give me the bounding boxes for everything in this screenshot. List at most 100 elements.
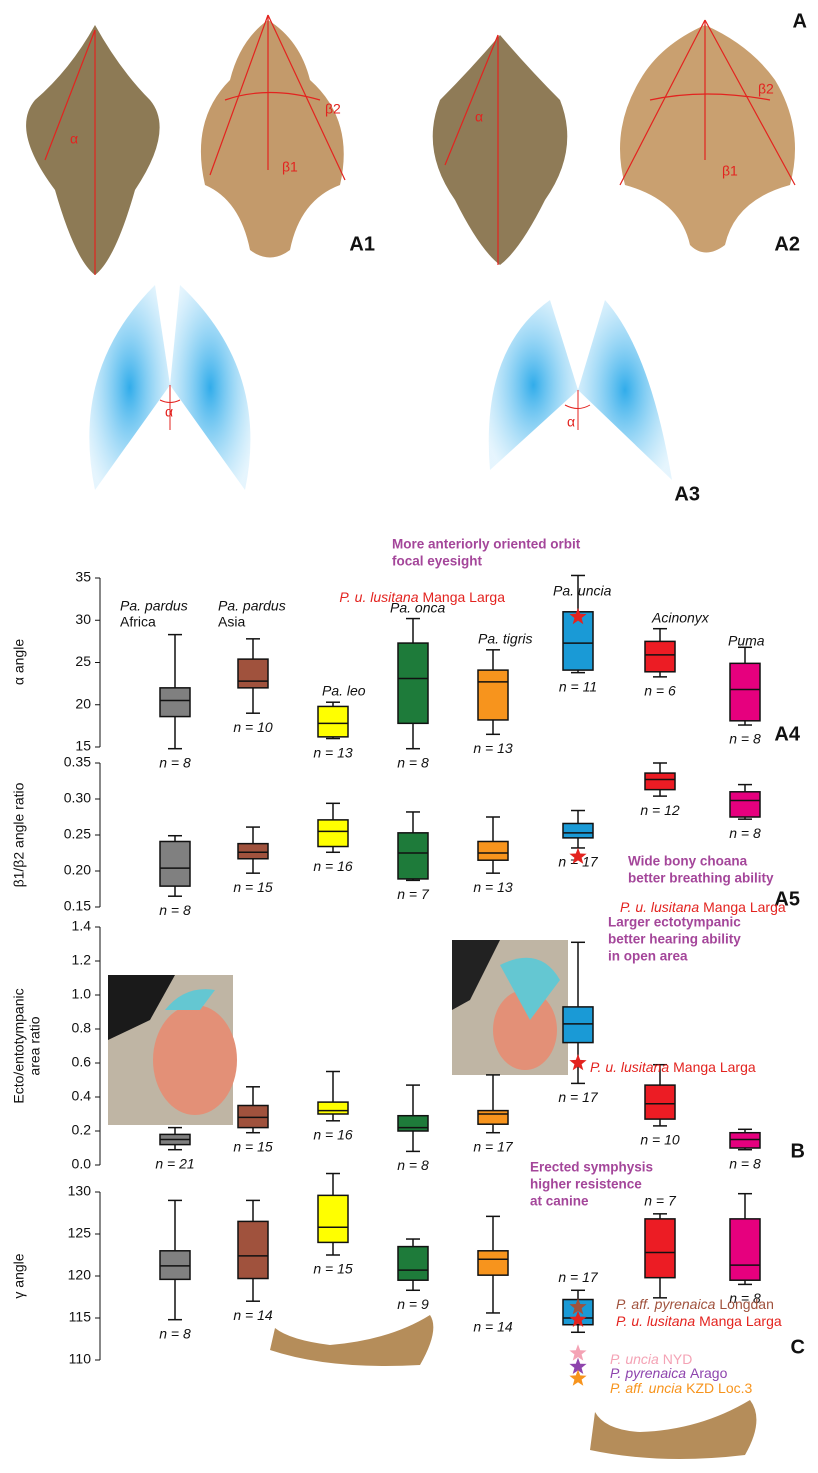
site: Manga Larga bbox=[422, 589, 505, 605]
star-marker bbox=[569, 607, 587, 625]
group-label: Pa. pardus bbox=[218, 598, 286, 614]
n-label: n = 7 bbox=[644, 1193, 677, 1209]
star-marker bbox=[569, 1054, 587, 1071]
box bbox=[397, 642, 429, 725]
y-tick-label: 20 bbox=[75, 695, 91, 711]
n-label: n = 15 bbox=[313, 1261, 353, 1277]
angle-label: α bbox=[475, 109, 483, 125]
n-label: n = 21 bbox=[155, 1155, 194, 1171]
box bbox=[317, 705, 349, 738]
group-label: Acinonyx bbox=[651, 610, 710, 626]
y-tick-label: 120 bbox=[68, 1267, 92, 1283]
n-label: n = 17 bbox=[558, 1269, 599, 1285]
species: P. u. lusitana bbox=[339, 589, 418, 605]
y-tick-label: 0.30 bbox=[64, 790, 91, 806]
annotation: Erected symphysis bbox=[530, 1160, 653, 1175]
y-tick-label: 115 bbox=[69, 1309, 92, 1325]
angle-label: β2 bbox=[325, 101, 341, 117]
n-label: n = 13 bbox=[313, 744, 353, 760]
n-label: n = 8 bbox=[159, 902, 191, 918]
n-label: n = 16 bbox=[313, 858, 353, 874]
n-label: n = 8 bbox=[729, 1290, 761, 1306]
star-marker bbox=[569, 1369, 587, 1386]
star-marker bbox=[569, 847, 587, 864]
group-label: Pa. uncia bbox=[553, 583, 612, 599]
box bbox=[317, 819, 349, 848]
box bbox=[644, 772, 676, 791]
site: Manga Larga bbox=[703, 899, 786, 915]
y-tick-label: 110 bbox=[69, 1351, 92, 1367]
box bbox=[237, 658, 269, 689]
group-label: Pa. pardus bbox=[120, 598, 188, 614]
angle-label: β1 bbox=[282, 159, 298, 175]
species: P. uncia bbox=[610, 1351, 659, 1367]
box bbox=[562, 611, 594, 671]
star-marker bbox=[569, 1344, 587, 1361]
n-label: n = 12 bbox=[640, 802, 680, 818]
box bbox=[477, 1250, 509, 1276]
box bbox=[237, 1220, 269, 1280]
n-label: n = 14 bbox=[233, 1307, 273, 1323]
annotation: in open area bbox=[608, 949, 688, 964]
n-label: n = 7 bbox=[397, 886, 430, 902]
star-marker bbox=[569, 1357, 587, 1374]
site: Manga Larga bbox=[699, 1313, 782, 1329]
panel-label: A bbox=[793, 10, 807, 32]
star-marker bbox=[569, 1310, 587, 1327]
y-axis-label: α angle bbox=[11, 639, 27, 685]
group-label: Asia bbox=[218, 614, 245, 630]
box bbox=[729, 1131, 761, 1149]
box bbox=[237, 842, 269, 860]
angle-label: β1 bbox=[722, 163, 738, 179]
panel-label: A2 bbox=[774, 233, 800, 255]
panel-label: C bbox=[791, 1336, 805, 1358]
annotation: higher resistence bbox=[530, 1177, 642, 1192]
y-tick-label: 1.4 bbox=[72, 918, 92, 934]
box bbox=[644, 640, 676, 673]
group-label: Pa. onca bbox=[390, 600, 445, 616]
site: Manga Larga bbox=[673, 1059, 756, 1075]
y-tick-label: 25 bbox=[75, 653, 91, 669]
y-tick-label: 35 bbox=[75, 569, 91, 585]
y-tick-label: 125 bbox=[68, 1225, 92, 1241]
n-label: n = 15 bbox=[233, 1138, 273, 1154]
n-label: n = 17 bbox=[558, 1089, 599, 1105]
n-label: n = 16 bbox=[313, 1127, 353, 1143]
y-axis-label: γ angle bbox=[11, 1253, 27, 1298]
annotation: better breathing ability bbox=[628, 871, 774, 886]
n-label: n = 8 bbox=[397, 754, 429, 770]
y-axis-label: Ecto/entotympanic bbox=[11, 988, 27, 1103]
box bbox=[317, 1194, 349, 1244]
y-tick-label: 15 bbox=[75, 738, 91, 754]
box bbox=[317, 1101, 349, 1115]
n-label: n = 9 bbox=[397, 1296, 429, 1312]
n-label: n = 17 bbox=[558, 854, 599, 870]
inset-photos bbox=[108, 940, 757, 1459]
group-label: Pa. tigris bbox=[478, 631, 532, 647]
box bbox=[562, 822, 594, 839]
y-axis-label: β1/β2 angle ratio bbox=[11, 782, 27, 887]
n-label: n = 8 bbox=[729, 825, 761, 841]
species: P. u. lusitana bbox=[620, 899, 699, 915]
n-label: n = 10 bbox=[640, 1132, 680, 1148]
angle-label: α bbox=[165, 404, 173, 420]
annotation: focal eyesight bbox=[392, 554, 483, 569]
star-label: P. u. lusitana Manga Larga bbox=[620, 899, 786, 915]
y-tick-label: 130 bbox=[68, 1183, 92, 1199]
box bbox=[729, 791, 761, 818]
site: Arago bbox=[690, 1365, 728, 1381]
box bbox=[729, 662, 761, 722]
angle-label: α bbox=[70, 131, 78, 147]
y-tick-label: 0.4 bbox=[72, 1088, 92, 1104]
species: P. aff. pyrenaica bbox=[616, 1296, 716, 1312]
box bbox=[644, 1084, 676, 1120]
n-label: n = 8 bbox=[159, 1325, 191, 1341]
panel-label: A4 bbox=[774, 723, 800, 745]
star-label: P. u. lusitana Manga Larga bbox=[339, 589, 505, 605]
site: KZD Loc.3 bbox=[686, 1380, 752, 1396]
skull-photos bbox=[26, 14, 796, 275]
panel-label: A3 bbox=[674, 483, 700, 505]
y-tick-label: 0.0 bbox=[72, 1156, 92, 1172]
annotation: Wide bony choana bbox=[628, 854, 748, 869]
